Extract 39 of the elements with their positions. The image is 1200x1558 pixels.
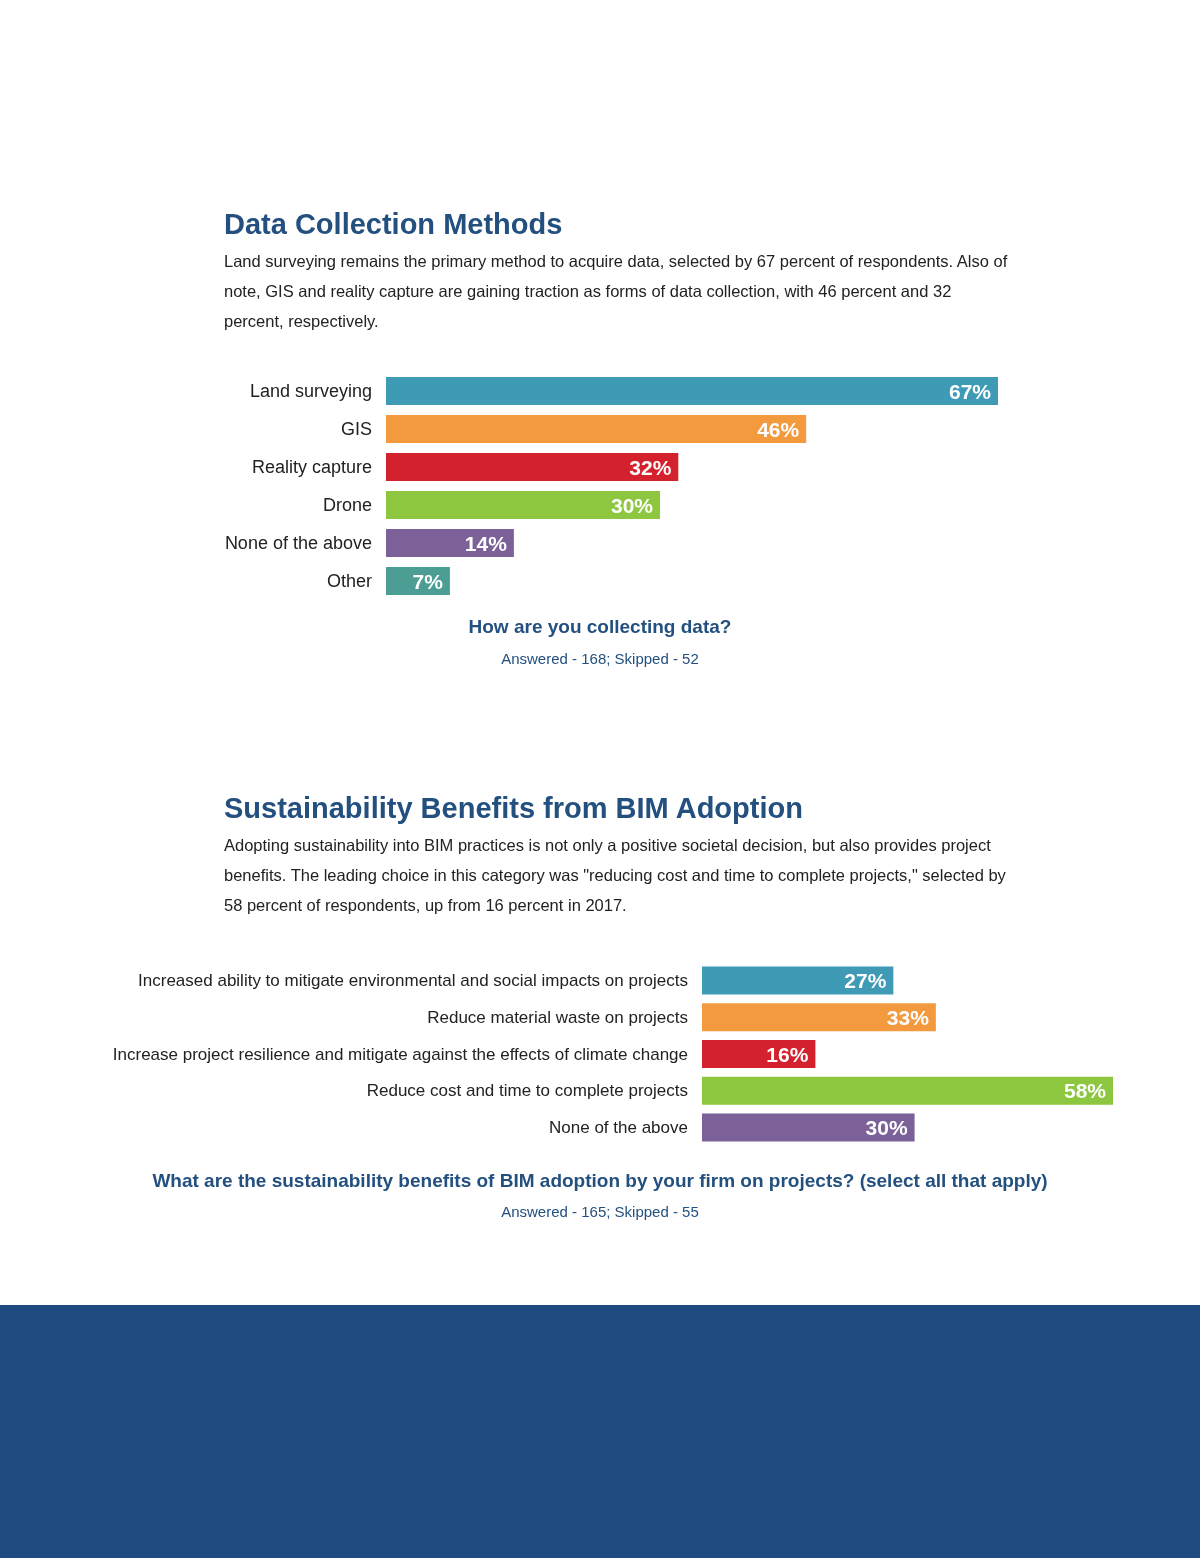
y-tick-label: None of the above xyxy=(224,533,372,553)
y-tick-label: Increase project resilience and mitigate against the effects of climate change xyxy=(112,1044,688,1064)
y-tick-label: Reality capture xyxy=(251,457,372,477)
data-label: 30% xyxy=(611,493,654,517)
text: Answered - 165; Skipped - 55 xyxy=(500,1203,700,1220)
bar xyxy=(386,529,514,557)
data-label: 14% xyxy=(464,531,508,555)
chart-title: Sustainability Benefits from BIM Adoption xyxy=(224,792,803,825)
y-tick-label: None of the above xyxy=(549,1118,688,1138)
data-label: 32% xyxy=(629,455,672,479)
y-tick-label: Reduce material waste on projects xyxy=(427,1007,688,1027)
text: How are you collecting data? xyxy=(467,616,733,638)
text: What are the sustainability benefits of BIM adoption by your firm on projects? (select all that apply) xyxy=(151,1170,1049,1192)
data-label: 33% xyxy=(886,1005,930,1029)
data-label: 58% xyxy=(1063,1079,1107,1103)
data-label: 46% xyxy=(757,417,800,441)
bar xyxy=(386,377,998,405)
bar xyxy=(702,1003,936,1032)
data-label: 16% xyxy=(766,1042,809,1066)
chart-title: Data Collection Methods xyxy=(224,208,563,241)
y-tick-label: Land surveying xyxy=(249,381,372,401)
text: Answered - 168; Skipped - 52 xyxy=(500,650,700,667)
data-label: 30% xyxy=(865,1116,908,1140)
y-tick-label: Increased ability to mitigate environmental and social impacts on projects xyxy=(138,970,688,990)
data-label: 67% xyxy=(948,379,992,403)
bar xyxy=(702,1076,1113,1105)
y-tick-label: GIS xyxy=(340,419,372,439)
bar xyxy=(386,453,679,481)
chart-subtitle: Adopting sustainability into BIM practices is not only a positive societal decision, but also provides project benefits. The leading choice in this category was "reducing cost and time to complete projects," selected by 58 percent of respondents, up from 16 percent in 2017. xyxy=(224,835,1007,916)
y-tick-label: Reduce cost and time to complete projects xyxy=(366,1081,688,1101)
data-label: 27% xyxy=(844,968,887,992)
bar xyxy=(386,415,807,443)
y-tick-label: Other xyxy=(326,571,372,591)
data-label: 7% xyxy=(412,569,444,593)
bar xyxy=(702,1113,915,1142)
bar xyxy=(386,491,661,519)
chart-subtitle: Land surveying remains the primary method to acquire data, selected by 67 percent of respondents. Also of note, GIS and reality capture are gaining traction as forms of data collection, with 46 percent and 32 percent, respectively. xyxy=(224,251,1009,332)
y-tick-label: Drone xyxy=(322,495,372,515)
bar xyxy=(702,966,894,995)
